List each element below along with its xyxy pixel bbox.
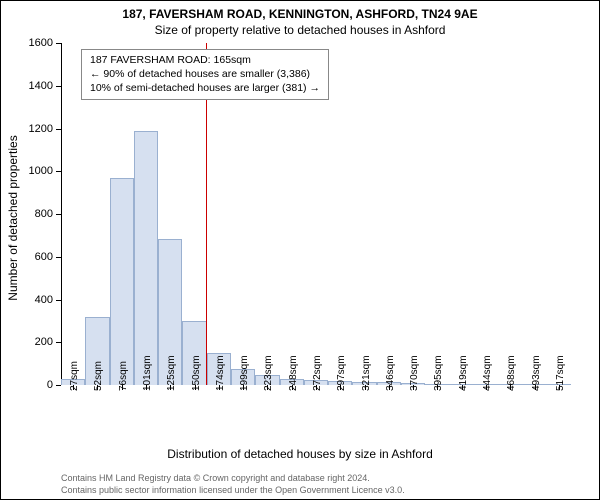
histogram-bar <box>110 178 134 385</box>
y-tick-label: 800 <box>35 208 53 220</box>
y-tick <box>56 257 61 258</box>
y-tick-label: 600 <box>35 251 53 263</box>
chart-subtitle: Size of property relative to detached ho… <box>1 23 599 37</box>
x-tick-label: 27sqm <box>69 361 80 391</box>
x-tick-label: 101sqm <box>142 355 153 391</box>
y-tick <box>56 214 61 215</box>
x-tick-label: 346sqm <box>385 355 396 391</box>
chart-title-address: 187, FAVERSHAM ROAD, KENNINGTON, ASHFORD… <box>1 7 599 21</box>
x-tick-label: 297sqm <box>336 355 347 391</box>
y-tick-label: 1400 <box>29 80 53 92</box>
x-tick-label: 444sqm <box>482 355 493 391</box>
x-tick-label: 52sqm <box>93 361 104 391</box>
annotation-line-larger: 10% of semi-detached houses are larger (… <box>90 81 320 95</box>
x-tick-label: 150sqm <box>191 355 202 391</box>
y-tick <box>56 86 61 87</box>
x-tick-label: 370sqm <box>409 355 420 391</box>
license-text-2: Contains public sector information licen… <box>61 485 405 495</box>
annotation-line-property: 187 FAVERSHAM ROAD: 165sqm <box>90 53 320 67</box>
y-tick-label: 200 <box>35 336 53 348</box>
y-axis-label: Number of detached properties <box>6 135 20 300</box>
annotation-box: 187 FAVERSHAM ROAD: 165sqm ← 90% of deta… <box>81 49 329 100</box>
histogram-bar <box>134 131 158 385</box>
x-tick-label: 419sqm <box>458 355 469 391</box>
x-tick-label: 321sqm <box>361 355 372 391</box>
chart-container: 187, FAVERSHAM ROAD, KENNINGTON, ASHFORD… <box>0 0 600 500</box>
license-text-1: Contains HM Land Registry data © Crown c… <box>61 473 370 483</box>
x-axis-label: Distribution of detached houses by size … <box>1 447 599 461</box>
y-tick-label: 1200 <box>29 123 53 135</box>
y-tick <box>56 171 61 172</box>
x-tick-label: 76sqm <box>118 361 129 391</box>
y-tick <box>56 300 61 301</box>
x-tick-label: 395sqm <box>433 355 444 391</box>
x-tick-label: 468sqm <box>506 355 517 391</box>
x-tick-label: 493sqm <box>531 355 542 391</box>
y-axis <box>61 43 62 385</box>
x-tick-label: 199sqm <box>239 355 250 391</box>
x-tick-label: 174sqm <box>215 355 226 391</box>
y-tick <box>56 43 61 44</box>
annotation-line-smaller: ← 90% of detached houses are smaller (3,… <box>90 67 320 81</box>
x-tick-label: 517sqm <box>555 355 566 391</box>
y-tick <box>56 342 61 343</box>
y-tick-label: 1000 <box>29 165 53 177</box>
y-tick-label: 1600 <box>29 37 53 49</box>
y-tick-label: 0 <box>47 379 53 391</box>
y-tick <box>56 129 61 130</box>
y-tick-label: 400 <box>35 294 53 306</box>
x-tick-label: 272sqm <box>312 355 323 391</box>
x-tick-label: 223sqm <box>263 355 274 391</box>
y-tick <box>56 385 61 386</box>
x-tick-label: 248sqm <box>288 355 299 391</box>
x-tick-label: 125sqm <box>166 355 177 391</box>
